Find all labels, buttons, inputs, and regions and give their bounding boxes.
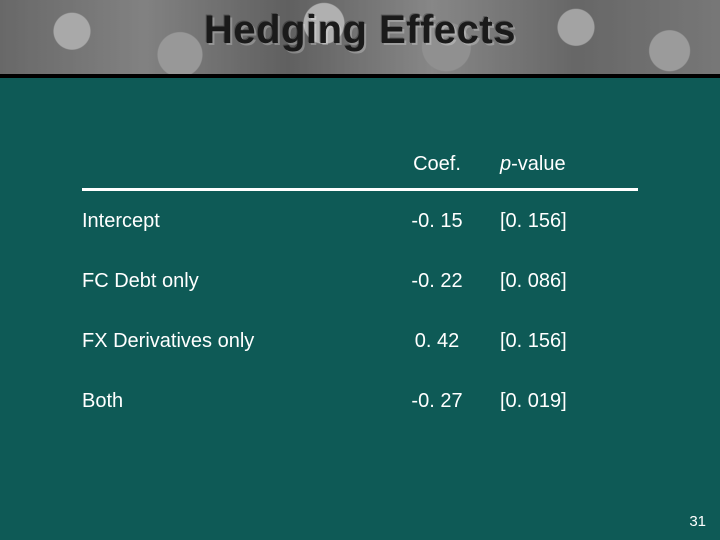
slide-title: Hedging Effects xyxy=(0,8,720,53)
results-table-container: Coef. p-value Intercept -0. 15 [0. 156] xyxy=(82,140,638,431)
results-table: Coef. p-value Intercept -0. 15 [0. 156] xyxy=(82,140,638,431)
table-cell-label: Both xyxy=(82,371,382,431)
table-row: FX Derivatives only 0. 42 [0. 156] xyxy=(82,311,638,371)
table-cell-coef: -0. 22 xyxy=(382,251,492,311)
table-cell-label: FC Debt only xyxy=(82,251,382,311)
table-cell-coef: 0. 42 xyxy=(382,311,492,371)
table-body: Intercept -0. 15 [0. 156] FC Debt only -… xyxy=(82,191,638,431)
table-cell-label: FX Derivatives only xyxy=(82,311,382,371)
slide-header: Hedging Effects xyxy=(0,0,720,78)
table-cell-pvalue: [0. 086] xyxy=(492,251,638,311)
pvalue-suffix: -value xyxy=(511,153,565,175)
table-header-pvalue: p-value xyxy=(492,140,638,188)
table-header-coef: Coef. xyxy=(382,140,492,188)
slide-body: Coef. p-value Intercept -0. 15 [0. 156] xyxy=(0,78,720,540)
table-row: Both -0. 27 [0. 019] xyxy=(82,371,638,431)
table-cell-coef: -0. 27 xyxy=(382,371,492,431)
table-cell-coef: -0. 15 xyxy=(382,191,492,251)
table-cell-pvalue: [0. 156] xyxy=(492,191,638,251)
pvalue-italic-p: p xyxy=(500,153,511,175)
table-row: Intercept -0. 15 [0. 156] xyxy=(82,191,638,251)
page-number: 31 xyxy=(689,513,706,530)
table-header-empty xyxy=(82,140,382,188)
table-header-row: Coef. p-value xyxy=(82,140,638,188)
table-row: FC Debt only -0. 22 [0. 086] xyxy=(82,251,638,311)
table-cell-pvalue: [0. 156] xyxy=(492,311,638,371)
table-cell-pvalue: [0. 019] xyxy=(492,371,638,431)
table-cell-label: Intercept xyxy=(82,191,382,251)
